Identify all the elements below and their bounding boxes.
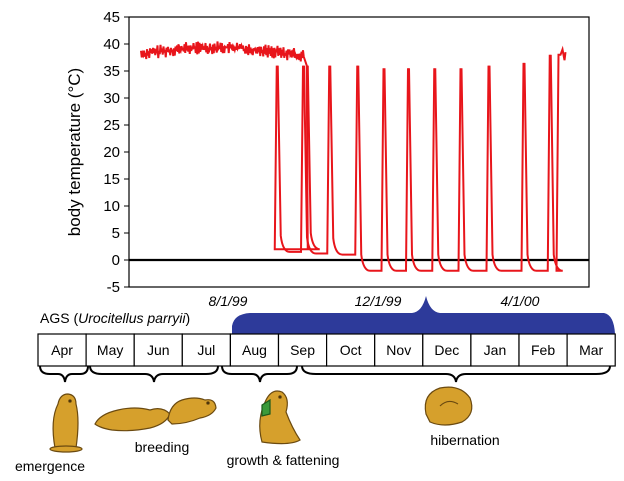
fattening-squirrel-icon	[259, 390, 301, 445]
breeding-squirrels-icon	[94, 397, 217, 432]
month-box	[133, 333, 183, 367]
y-axis-title: body temperature (°C)	[65, 68, 84, 236]
month-box	[85, 333, 135, 367]
month-box	[422, 333, 472, 367]
month-label: Aug	[242, 342, 267, 358]
torpor-bout	[273, 65, 320, 251]
y-tick-label: 0	[112, 252, 120, 269]
brace-emergence	[39, 365, 89, 383]
stage-label-growth: growth & fattening	[227, 452, 340, 468]
torpor-bout	[434, 68, 462, 272]
stage-label-hibernation: hibernation	[430, 432, 499, 448]
torpor-bout	[408, 68, 436, 272]
month-box	[326, 333, 376, 367]
torpor-bout	[383, 68, 409, 272]
torpor-bout	[357, 65, 385, 272]
stage-braces	[39, 365, 611, 383]
date-label-apr-2000: 4/1/00	[501, 293, 540, 309]
y-tick-label: 35	[103, 63, 120, 80]
plot-frame	[128, 16, 590, 288]
stage-label-breeding: breeding	[135, 439, 190, 455]
brace-growth	[221, 365, 298, 383]
month-label: Nov	[386, 342, 411, 358]
stage-label-emergence: emergence	[15, 458, 85, 474]
y-tick-label: 30	[103, 90, 120, 107]
torpor-bout	[329, 65, 359, 256]
species-label: AGS (Urocitellus parryii)	[40, 310, 190, 326]
month-box	[181, 333, 232, 367]
month-label: Feb	[531, 342, 555, 358]
brace-hibernation	[301, 365, 611, 383]
y-tick-label: 20	[103, 144, 120, 161]
y-tick-label: 40	[103, 36, 120, 53]
y-tick-label: 15	[103, 171, 120, 188]
species-open-paren: (	[73, 310, 78, 326]
month-box	[37, 333, 87, 367]
species-close-paren: )	[186, 310, 191, 326]
emergence-squirrel-icon	[49, 393, 83, 453]
month-label: Jun	[147, 342, 170, 358]
hibernating-squirrel-icon	[424, 386, 473, 426]
month-box	[566, 333, 616, 367]
y-tick-label: 5	[112, 225, 120, 242]
hibernation-period-bar	[232, 296, 615, 334]
torpor-bout	[276, 65, 304, 253]
month-label: Oct	[340, 342, 362, 358]
torpor-bout	[523, 54, 551, 272]
summer-euthermic-band	[140, 41, 309, 250]
month-label: Apr	[51, 342, 73, 358]
y-tick-label: 10	[103, 198, 120, 215]
torpor-bout	[460, 65, 490, 272]
torpor-bout	[549, 45, 567, 272]
y-axis: 45 40 35 30 25 20 15 10 5 0 -5	[103, 9, 129, 296]
month-box	[518, 333, 568, 367]
y-tick-label: -5	[107, 279, 120, 296]
month-label: Jul	[197, 342, 215, 358]
y-tick-label: 45	[103, 9, 120, 26]
brace-breeding	[89, 365, 219, 383]
month-label: Dec	[434, 342, 459, 358]
month-label: Mar	[579, 342, 603, 358]
species-abbrev: AGS	[40, 310, 70, 326]
month-label: May	[97, 342, 123, 358]
date-label-aug-1999: 8/1/99	[209, 293, 248, 309]
torpor-bout	[488, 62, 525, 272]
month-strip: Apr May Jun Jul Aug Sep Oct Nov Dec Jan Feb Mar	[37, 333, 616, 367]
temperature-trace	[140, 41, 567, 272]
torpor-bout	[303, 65, 331, 255]
date-label-dec-1999: 12/1/99	[355, 293, 402, 309]
y-tick-label: 25	[103, 117, 120, 134]
month-label: Jan	[484, 342, 507, 358]
species-latin: Urocitellus parryii	[78, 310, 186, 326]
month-label: Sep	[290, 342, 315, 358]
